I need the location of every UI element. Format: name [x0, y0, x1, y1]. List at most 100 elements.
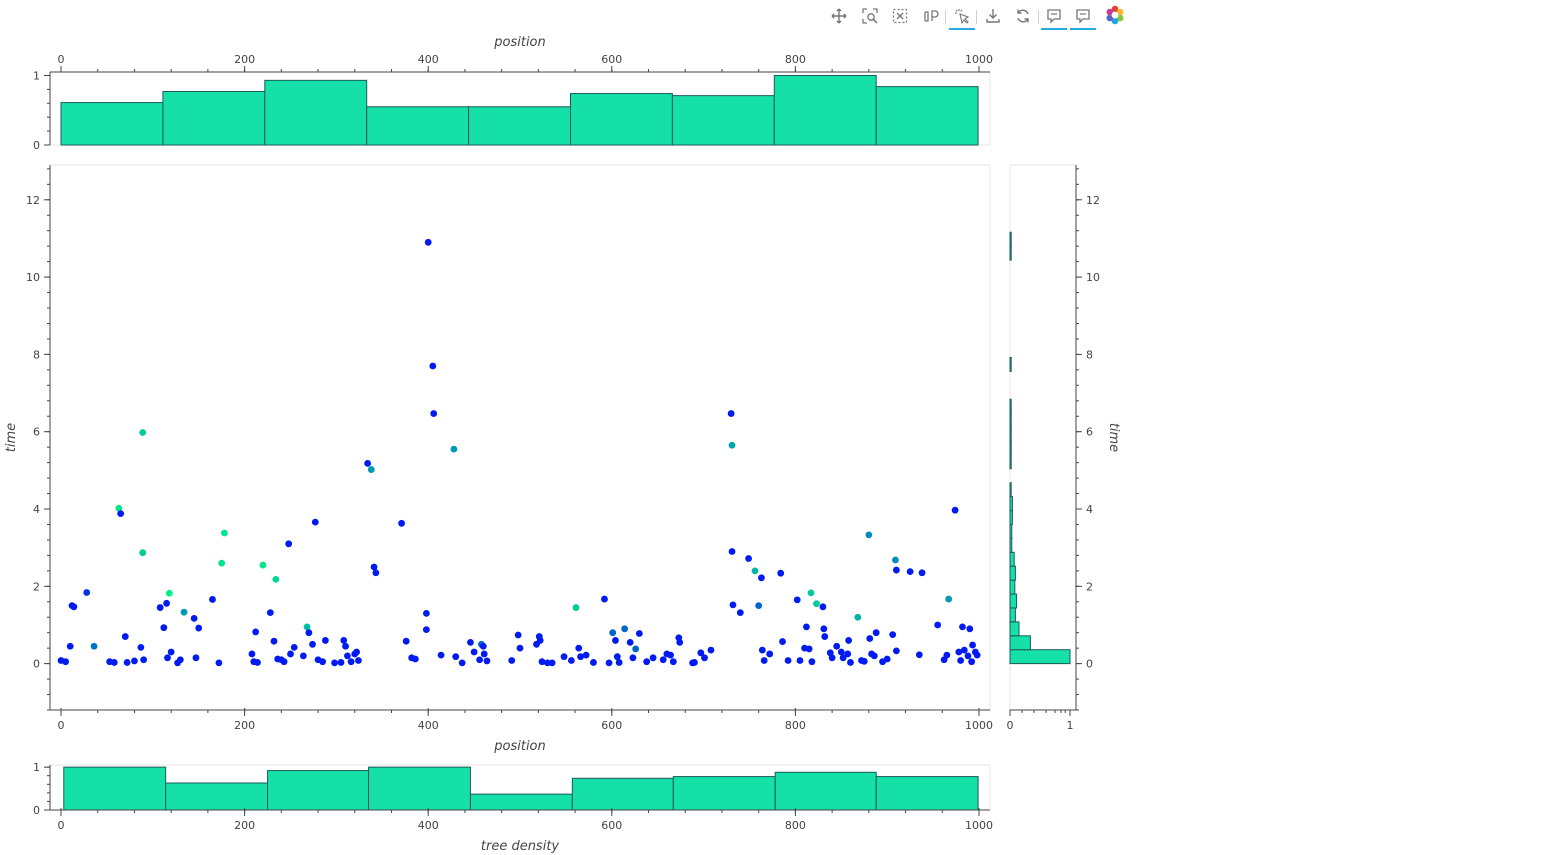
- scatter-point: [755, 602, 763, 610]
- hover-tool-1[interactable]: [1041, 4, 1067, 30]
- hover-icon: [1047, 9, 1061, 24]
- top-hist-bar: [468, 106, 571, 146]
- right-hist-y-axis-tick-label: 8: [1086, 348, 1093, 361]
- scatter-point: [121, 633, 129, 640]
- scatter-point: [777, 569, 785, 577]
- scatter-point: [758, 574, 765, 582]
- scatter-point: [429, 362, 437, 370]
- right-hist-y-axis-tick-label: 0: [1086, 658, 1093, 671]
- top-hist-x-axis-tick-label: 400: [418, 53, 439, 66]
- scatter-point: [697, 649, 705, 657]
- right-hist-bar: [1009, 440, 1012, 456]
- scatter-point: [745, 555, 752, 562]
- scatter-point: [340, 637, 348, 644]
- scatter-point: [691, 659, 698, 666]
- box-zoom-tool[interactable]: [857, 4, 883, 28]
- bottom-hist-x-axis-tick-label: 400: [418, 819, 439, 832]
- hover-tool-2[interactable]: [1070, 4, 1096, 30]
- scatter-point: [176, 656, 184, 664]
- scatter-point: [411, 655, 419, 663]
- top-hist-bar: [569, 93, 673, 146]
- scatter-point: [955, 648, 963, 656]
- scatter-point: [254, 659, 261, 666]
- scatter-point: [865, 531, 873, 539]
- scatter-point: [854, 613, 862, 621]
- scatter-point: [372, 569, 380, 577]
- right-hist-bar: [1009, 412, 1012, 428]
- scatter-point: [139, 549, 147, 557]
- right-hist-bar: [1009, 245, 1012, 261]
- scatter-point: [959, 623, 966, 631]
- bottom-hist-x-axis-tick-label: 600: [601, 819, 622, 832]
- top-hist-bar: [162, 90, 266, 146]
- scatter-point: [560, 653, 568, 661]
- scatter-point: [305, 629, 313, 637]
- right-hist-frame: [1009, 164, 1077, 711]
- scatter-point: [729, 601, 737, 609]
- scatter-point: [796, 657, 804, 664]
- scatter-point: [342, 642, 349, 650]
- scatter-point: [536, 637, 544, 644]
- scatter-point: [319, 658, 327, 666]
- scatter-point: [62, 658, 70, 666]
- scatter-point: [601, 595, 608, 603]
- scatter-point: [424, 238, 432, 246]
- save-tool[interactable]: [980, 4, 1006, 28]
- pan-tool[interactable]: [826, 4, 852, 28]
- scatter-point: [347, 658, 355, 666]
- scatter-point: [337, 659, 345, 666]
- scatter-point: [311, 518, 319, 526]
- scatter-point: [508, 657, 516, 664]
- scatter-point: [167, 648, 175, 656]
- right-hist-bar: [1009, 231, 1012, 247]
- scatter-point: [252, 628, 260, 636]
- scatter-point: [845, 637, 853, 644]
- scatter-point: [90, 642, 98, 650]
- scatter-point: [422, 626, 430, 634]
- bottom-hist-x-axis-tick-label: 800: [785, 819, 806, 832]
- bottom-hist-bar: [875, 776, 979, 811]
- scatter-point: [590, 659, 597, 666]
- scatter-point: [514, 631, 522, 639]
- scatter-point: [820, 625, 828, 633]
- scatter-x-axis-tick-label: 0: [58, 719, 65, 732]
- scatter-x-axis-tick-label: 400: [418, 719, 439, 732]
- scatter-point: [643, 658, 651, 666]
- top-hist-bar: [366, 106, 470, 146]
- scatter-point: [883, 655, 891, 663]
- right-hist-bar: [1009, 635, 1031, 651]
- top-hist-y-axis-tick-label: 1: [33, 69, 40, 82]
- scatter-point: [290, 643, 298, 651]
- scatter-point: [221, 529, 228, 537]
- scatter-point: [156, 604, 164, 611]
- scatter-point: [582, 651, 590, 659]
- scatter-point: [968, 658, 976, 666]
- right-hist-x-axis-tick-label: 1: [1067, 719, 1074, 732]
- scatter-point: [649, 654, 657, 662]
- scatter-point: [860, 657, 868, 665]
- scatter-point: [450, 445, 458, 453]
- scatter-point: [629, 654, 637, 662]
- scatter-point: [303, 623, 311, 631]
- scatter-point: [266, 609, 274, 616]
- scatter-y-axis-tick-label: 10: [26, 271, 40, 284]
- scatter-point: [309, 640, 316, 648]
- bottom-hist-x-axis-tick-label: 200: [234, 819, 255, 832]
- tap-tool[interactable]: [949, 4, 975, 30]
- scatter-point: [344, 652, 351, 660]
- scatter-y-axis-tick-label: 4: [33, 503, 40, 516]
- scatter-point: [626, 638, 634, 646]
- box-select-tool[interactable]: [887, 4, 913, 28]
- bokeh-logo[interactable]: [1102, 4, 1128, 28]
- reset-tool[interactable]: [1010, 4, 1036, 28]
- right-hist-bar: [1009, 356, 1012, 372]
- pan-icon: [831, 8, 847, 24]
- toolbar-separator: [1038, 10, 1039, 24]
- bottom-hist-x-axis-tick-label: 1000: [965, 819, 993, 832]
- scatter-point: [180, 608, 188, 616]
- toolbar-separator: [976, 10, 977, 24]
- scatter-point: [667, 651, 674, 659]
- scatter-point: [160, 624, 168, 632]
- scatter-point: [821, 633, 829, 640]
- lasso-select-tool[interactable]: [918, 4, 944, 28]
